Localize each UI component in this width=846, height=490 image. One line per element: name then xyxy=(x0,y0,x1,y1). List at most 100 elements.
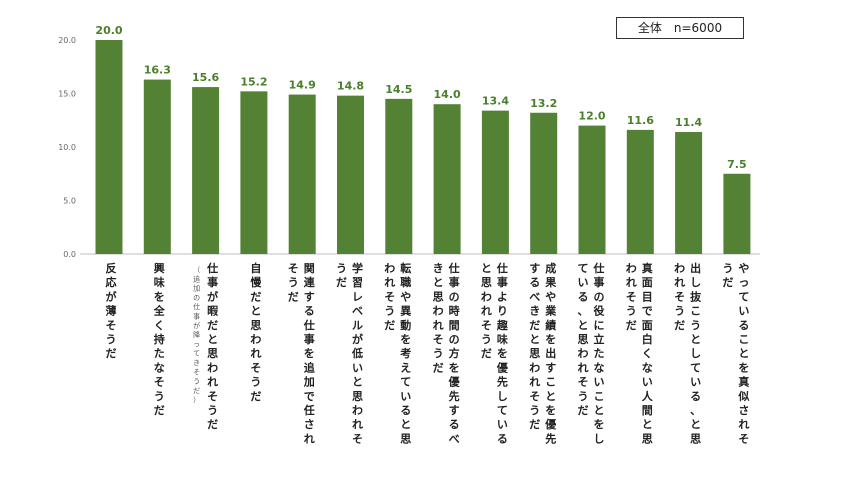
svg-text:に: に xyxy=(594,319,605,332)
svg-text:と: と xyxy=(642,418,653,431)
svg-text:う: う xyxy=(433,347,444,360)
svg-text:き: き xyxy=(433,262,444,275)
svg-text:さ: さ xyxy=(304,418,315,431)
svg-text:事: 事 xyxy=(497,275,508,289)
svg-text:そ: そ xyxy=(433,333,444,346)
svg-text:全: 全 xyxy=(153,304,166,318)
svg-text:関: 関 xyxy=(304,262,315,275)
svg-text:時: 時 xyxy=(449,304,460,318)
svg-text:思: 思 xyxy=(250,319,261,332)
svg-text:わ: わ xyxy=(674,262,685,275)
bar-value-label: 15.6 xyxy=(192,71,219,84)
svg-text:似: 似 xyxy=(737,390,749,403)
svg-text:先: 先 xyxy=(545,431,556,445)
svg-text:う: う xyxy=(154,390,165,403)
bar-value-label: 14.0 xyxy=(434,88,461,101)
svg-text:優: 優 xyxy=(496,360,509,374)
svg-text:り: り xyxy=(497,305,508,318)
svg-text:ル: ル xyxy=(352,319,363,332)
bar xyxy=(240,91,268,254)
svg-text:れ: れ xyxy=(481,305,492,318)
svg-text:る: る xyxy=(449,418,460,431)
svg-text:反: 反 xyxy=(106,261,117,275)
svg-text:を: を xyxy=(545,333,556,346)
svg-text:出: 出 xyxy=(690,261,701,275)
svg-text:て: て xyxy=(193,350,200,358)
svg-text:面: 面 xyxy=(642,319,653,332)
svg-text:れ: れ xyxy=(433,319,444,332)
svg-text:れ: れ xyxy=(674,276,685,289)
legend-text: 全体 n=6000 xyxy=(637,21,723,35)
svg-text:目: 目 xyxy=(642,290,653,303)
y-tick-label: 10.0 xyxy=(58,143,76,152)
svg-text:役: 役 xyxy=(593,304,605,318)
svg-text:と: と xyxy=(352,376,363,389)
svg-text:果: 果 xyxy=(544,276,556,289)
svg-text:仕: 仕 xyxy=(206,261,218,275)
svg-text:で: で xyxy=(642,305,653,318)
svg-text:異: 異 xyxy=(400,305,411,318)
svg-text:だ: だ xyxy=(207,418,218,431)
svg-text:そ: そ xyxy=(481,319,492,332)
svg-text:す: す xyxy=(545,361,556,374)
svg-text:う: う xyxy=(336,262,347,275)
svg-text:応: 応 xyxy=(106,275,117,289)
svg-text:う: う xyxy=(481,333,492,346)
svg-text:任: 任 xyxy=(303,403,315,417)
svg-text:な: な xyxy=(154,361,165,374)
svg-text:そ: そ xyxy=(626,290,637,303)
svg-text:わ: わ xyxy=(250,333,261,346)
bar xyxy=(337,95,364,254)
svg-text:そ: そ xyxy=(250,361,261,374)
bar-value-label: 16.3 xyxy=(144,64,171,77)
svg-text:う: う xyxy=(722,262,733,275)
bar xyxy=(530,112,558,254)
svg-text:動: 動 xyxy=(400,318,411,332)
bar xyxy=(288,94,316,254)
svg-text:と: と xyxy=(481,262,492,275)
svg-text:る: る xyxy=(578,290,589,303)
svg-text:だ: だ xyxy=(250,290,261,303)
svg-text:と: と xyxy=(400,418,411,431)
svg-text:る: る xyxy=(690,390,701,403)
svg-text:そ: そ xyxy=(578,376,589,389)
svg-text:よ: よ xyxy=(497,290,508,303)
svg-text:事: 事 xyxy=(594,275,605,289)
bar xyxy=(481,110,509,255)
svg-text:と: と xyxy=(433,276,444,289)
svg-text:だ: だ xyxy=(722,276,733,289)
svg-text:の: の xyxy=(449,333,460,346)
svg-text:い: い xyxy=(400,390,411,403)
svg-text:わ: わ xyxy=(352,404,363,417)
svg-text:成: 成 xyxy=(545,261,556,275)
bar xyxy=(723,173,751,254)
svg-text:そ: そ xyxy=(738,432,749,445)
bar-value-label: 7.5 xyxy=(727,158,747,171)
svg-text:う: う xyxy=(250,376,261,389)
svg-text:や: や xyxy=(400,290,411,303)
bar xyxy=(143,79,171,254)
svg-text:れ: れ xyxy=(207,376,218,389)
svg-text:加: 加 xyxy=(193,284,200,293)
svg-text:た: た xyxy=(594,347,605,360)
svg-text:そ: そ xyxy=(193,368,200,376)
svg-text:い: い xyxy=(594,376,605,389)
svg-text:追: 追 xyxy=(304,360,316,374)
bar xyxy=(433,104,461,254)
svg-text:や: や xyxy=(738,262,749,275)
svg-text:を: を xyxy=(400,333,411,346)
y-tick-label: 20.0 xyxy=(58,36,76,45)
svg-text:転: 転 xyxy=(400,261,411,275)
svg-text:間: 間 xyxy=(642,404,653,417)
svg-text:し: し xyxy=(690,276,701,289)
svg-text:加: 加 xyxy=(303,375,315,389)
svg-text:仕: 仕 xyxy=(448,261,460,275)
svg-text:優: 優 xyxy=(544,417,557,431)
bar-value-label: 15.2 xyxy=(240,75,267,88)
svg-text:の: の xyxy=(449,290,460,303)
svg-text:っ: っ xyxy=(193,340,200,348)
